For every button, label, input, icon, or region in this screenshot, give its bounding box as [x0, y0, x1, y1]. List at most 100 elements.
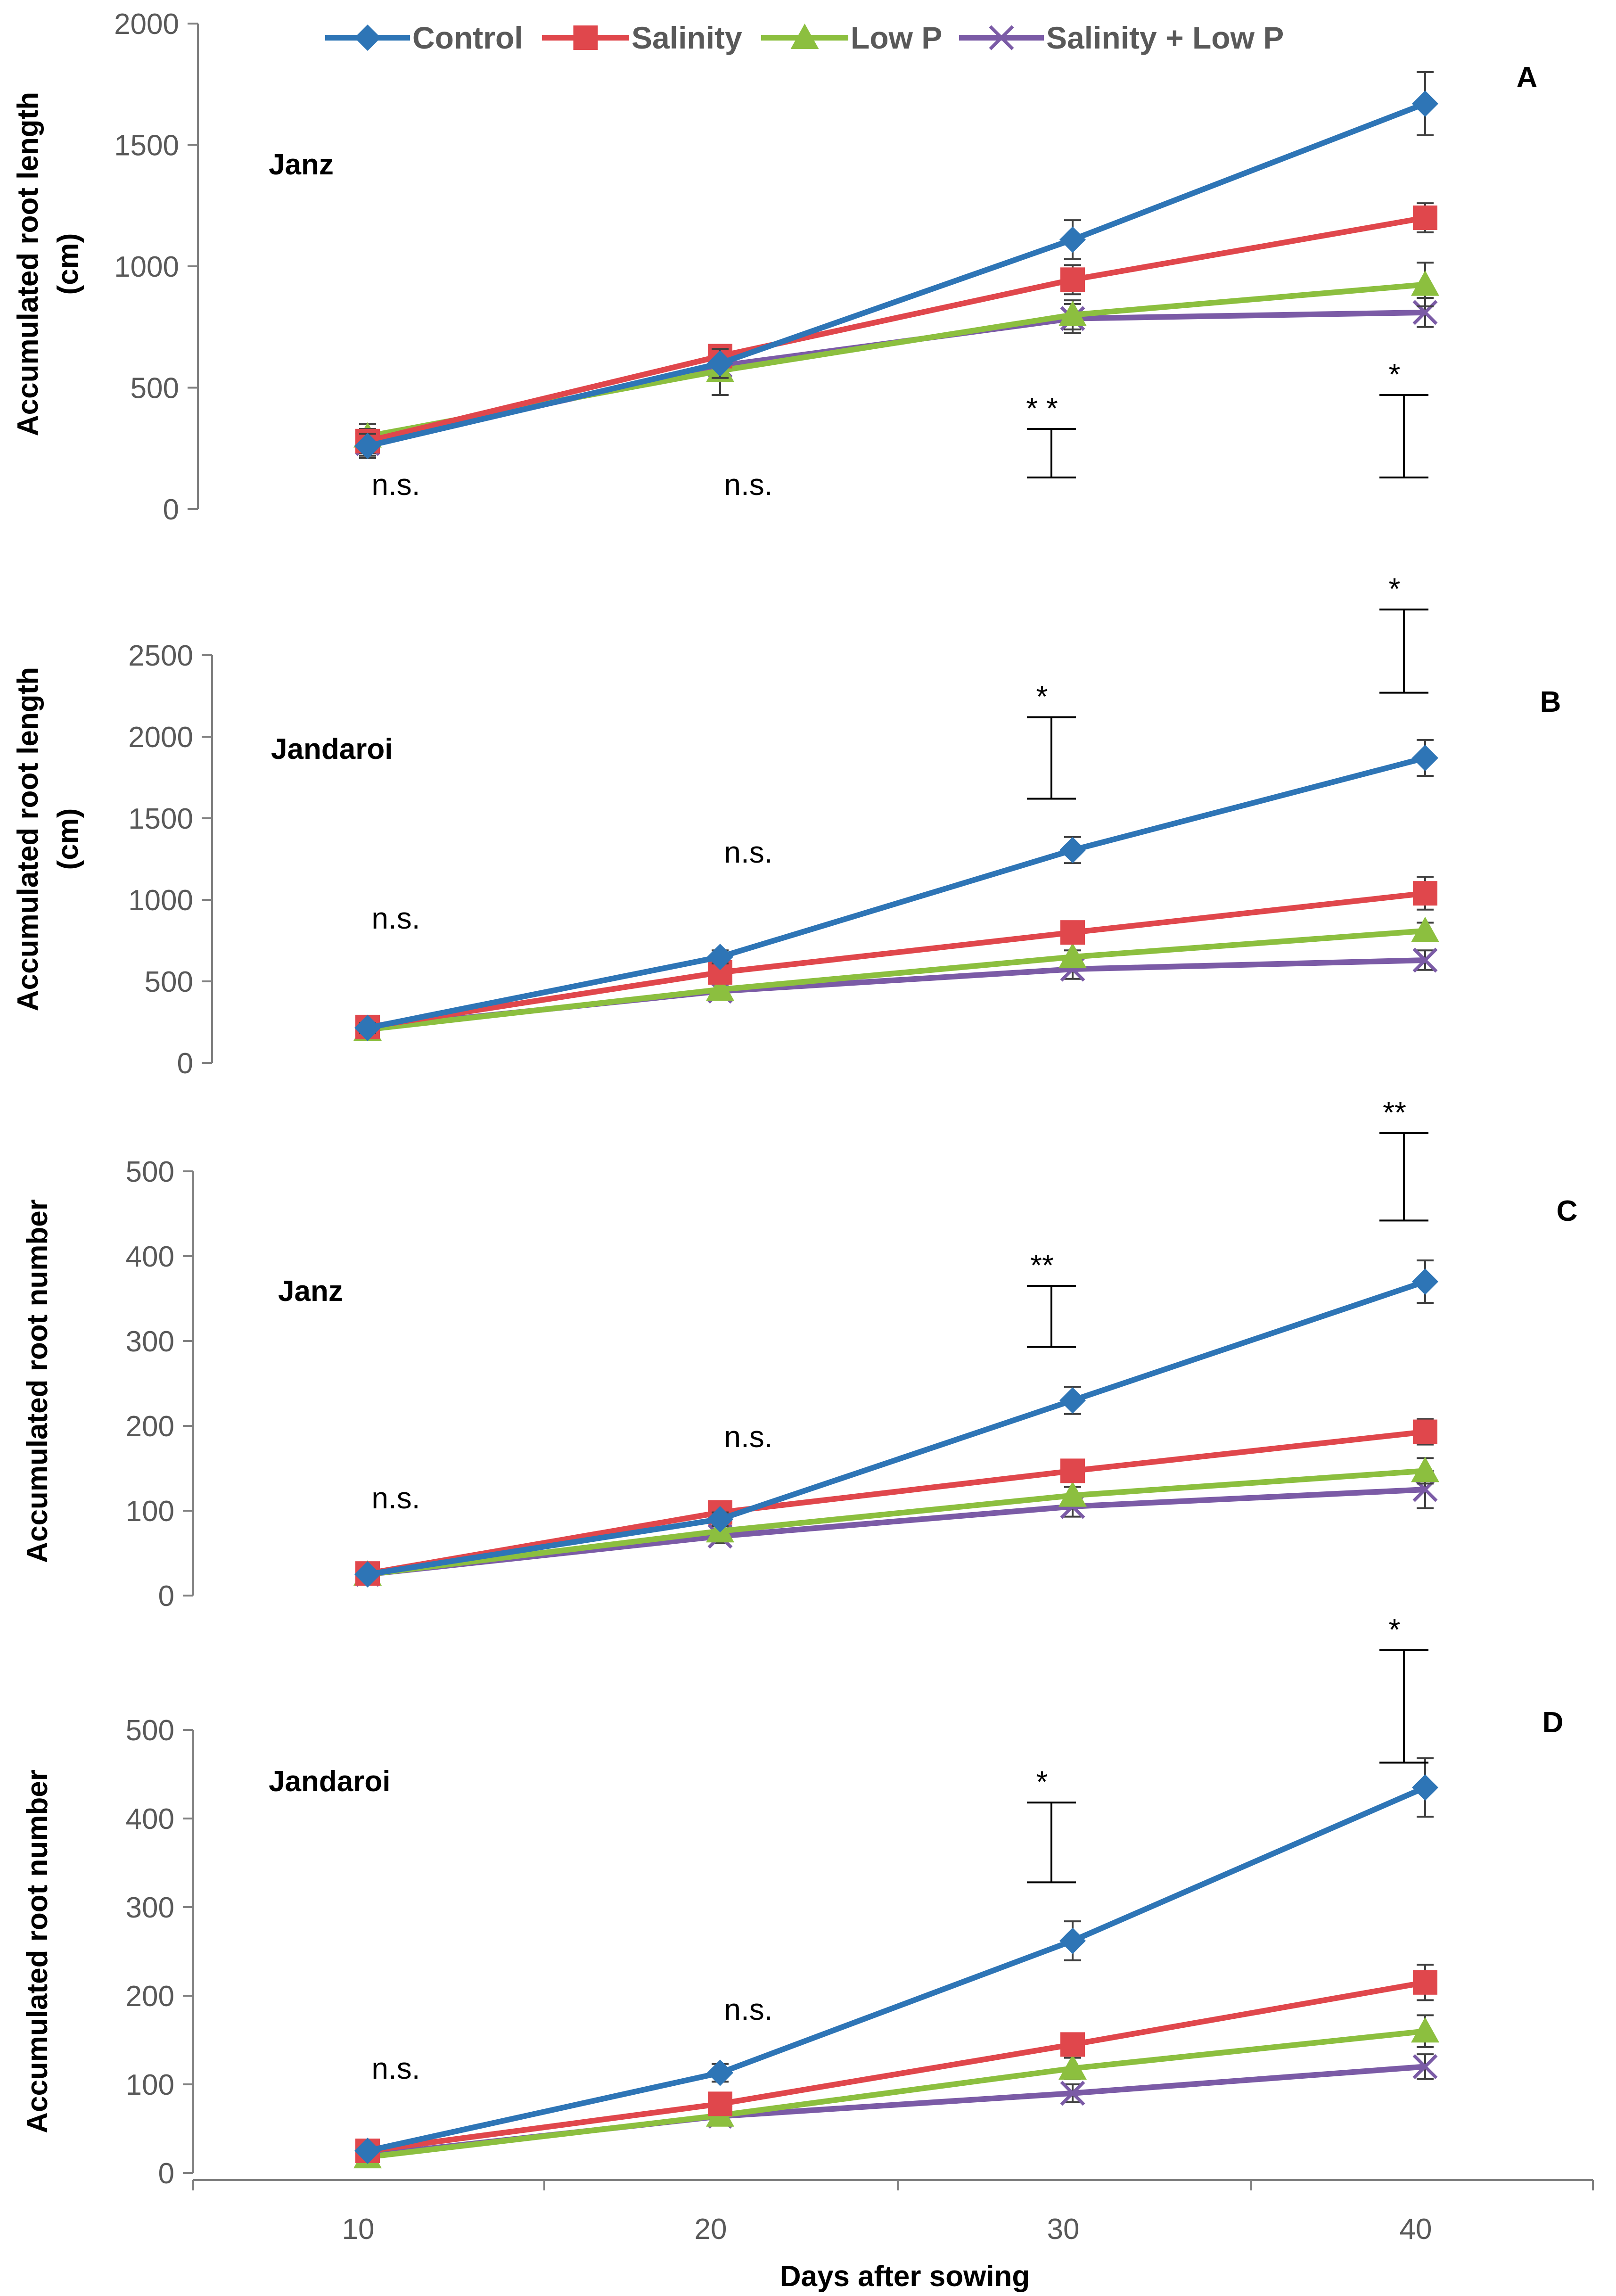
series-control [354, 1757, 1438, 2164]
series-salinity [355, 1964, 1437, 2163]
data-point [1411, 916, 1439, 942]
y-tick-label: 200 [126, 1410, 174, 1443]
significance-label: n.s. [724, 468, 772, 502]
panel-c: 0 100 200 300 400 500 Accumulated root number J… [21, 1095, 1577, 1613]
significance-label: ** [1030, 1248, 1054, 1282]
y-tick-label: 0 [158, 2157, 174, 2190]
significance-label: ** [1383, 1095, 1406, 1129]
y-tick-label: 2500 [128, 640, 193, 672]
data-point [1059, 837, 1086, 864]
legend-marker [573, 25, 598, 50]
data-point [1060, 1458, 1085, 1483]
series-line [367, 1785, 1427, 2154]
series-line [367, 281, 1426, 439]
cultivar-label: Janz [269, 148, 334, 181]
y-tick-label: 300 [126, 1892, 174, 1924]
significance-label: * [1036, 679, 1048, 713]
significance-label: n.s. [371, 1481, 420, 1515]
series-low-p [353, 2014, 1439, 2169]
data-point [1058, 301, 1087, 326]
data-point [707, 2059, 733, 2086]
data-point [1412, 1774, 1438, 1801]
panel-b: 0 500 1000 1500 2000 2500 Accumulated root len… [12, 572, 1561, 1080]
significance-label: n.s. [724, 835, 772, 869]
significance-label: * [1389, 572, 1401, 606]
series-line [367, 215, 1426, 444]
significance-label: * [1389, 357, 1401, 391]
y-tick-label: 400 [126, 1803, 174, 1835]
significance-label: n.s. [371, 901, 420, 935]
y-tick-label: 0 [177, 1047, 193, 1080]
y-tick-label: 500 [126, 1714, 174, 1747]
legend-label: Salinity + Low P [1046, 20, 1284, 55]
data-point [1059, 1927, 1086, 1954]
data-point [1412, 90, 1438, 117]
data-point [1413, 206, 1437, 230]
data-point [1411, 1457, 1439, 1482]
legend-item-salinity-low-p: Salinity + Low P [959, 20, 1284, 55]
data-point [708, 2091, 732, 2116]
y-axis-label: Accumulated root number [21, 1769, 54, 2133]
y-axis-label: (cm) [52, 233, 84, 295]
data-point [1412, 300, 1438, 325]
series-line [367, 101, 1427, 449]
series-line [367, 2064, 1426, 2158]
y-tick-label: 1000 [128, 884, 193, 917]
series-salinity-low-p [355, 947, 1438, 1041]
data-point [1060, 2081, 1085, 2106]
legend-label: Salinity [632, 20, 742, 55]
data-point [1411, 270, 1439, 296]
significance-label: n.s. [371, 2051, 420, 2085]
y-axis-label: Accumulated root number [21, 1199, 54, 1563]
series-line [367, 928, 1426, 1033]
data-point [354, 1014, 381, 1041]
series-salinity-low-p [355, 1470, 1438, 1587]
significance-label: n.s. [371, 468, 420, 502]
panel-d: 0 100 200 300 400 500 Accumulated root number J… [21, 1613, 1563, 2190]
significance-label: * * [1026, 391, 1058, 425]
series-control [354, 1259, 1438, 1588]
legend: Control Salinity Low P Salinity + Low P [325, 20, 1284, 55]
y-tick-label: 2000 [114, 8, 179, 41]
data-point [1060, 920, 1085, 945]
y-tick-label: 1500 [128, 803, 193, 835]
significance-label: n.s. [724, 1420, 772, 1454]
data-point [1058, 943, 1087, 969]
y-tick-label: 300 [126, 1325, 174, 1358]
y-axis-label: (cm) [52, 808, 84, 870]
series-salinity [355, 202, 1437, 454]
legend-label: Low P [851, 20, 942, 55]
data-point [707, 350, 733, 377]
series-control [354, 739, 1438, 1041]
series-line [367, 309, 1426, 446]
legend-item-control: Control [325, 20, 523, 55]
y-tick-label: 100 [126, 2069, 174, 2101]
series-line [367, 1487, 1426, 1577]
panel-letter: A [1517, 61, 1538, 94]
data-point [1412, 2054, 1438, 2079]
data-point [1413, 881, 1437, 906]
series-line [367, 755, 1426, 1031]
series-control [354, 71, 1438, 460]
series-low-p [353, 262, 1439, 450]
data-point [707, 944, 733, 971]
data-point [706, 975, 734, 1001]
panel-letter: B [1540, 686, 1561, 718]
y-tick-label: 500 [145, 966, 193, 998]
y-tick-label: 1000 [114, 251, 179, 283]
y-tick-label: 2000 [128, 721, 193, 754]
x-tick-label: 10 [342, 2213, 375, 2246]
data-point [1411, 2017, 1439, 2043]
panel-letter: C [1557, 1195, 1578, 1227]
cultivar-label: Jandaroi [269, 1765, 390, 1798]
data-point [1412, 744, 1438, 771]
series-line [367, 1429, 1426, 1577]
y-tick-label: 100 [126, 1495, 174, 1528]
data-point [1060, 267, 1085, 292]
cultivar-label: Janz [278, 1275, 343, 1308]
y-tick-label: 500 [126, 1156, 174, 1188]
y-tick-label: 200 [126, 1980, 174, 2013]
series-salinity-low-p [355, 2053, 1438, 2168]
legend-marker [354, 25, 381, 51]
